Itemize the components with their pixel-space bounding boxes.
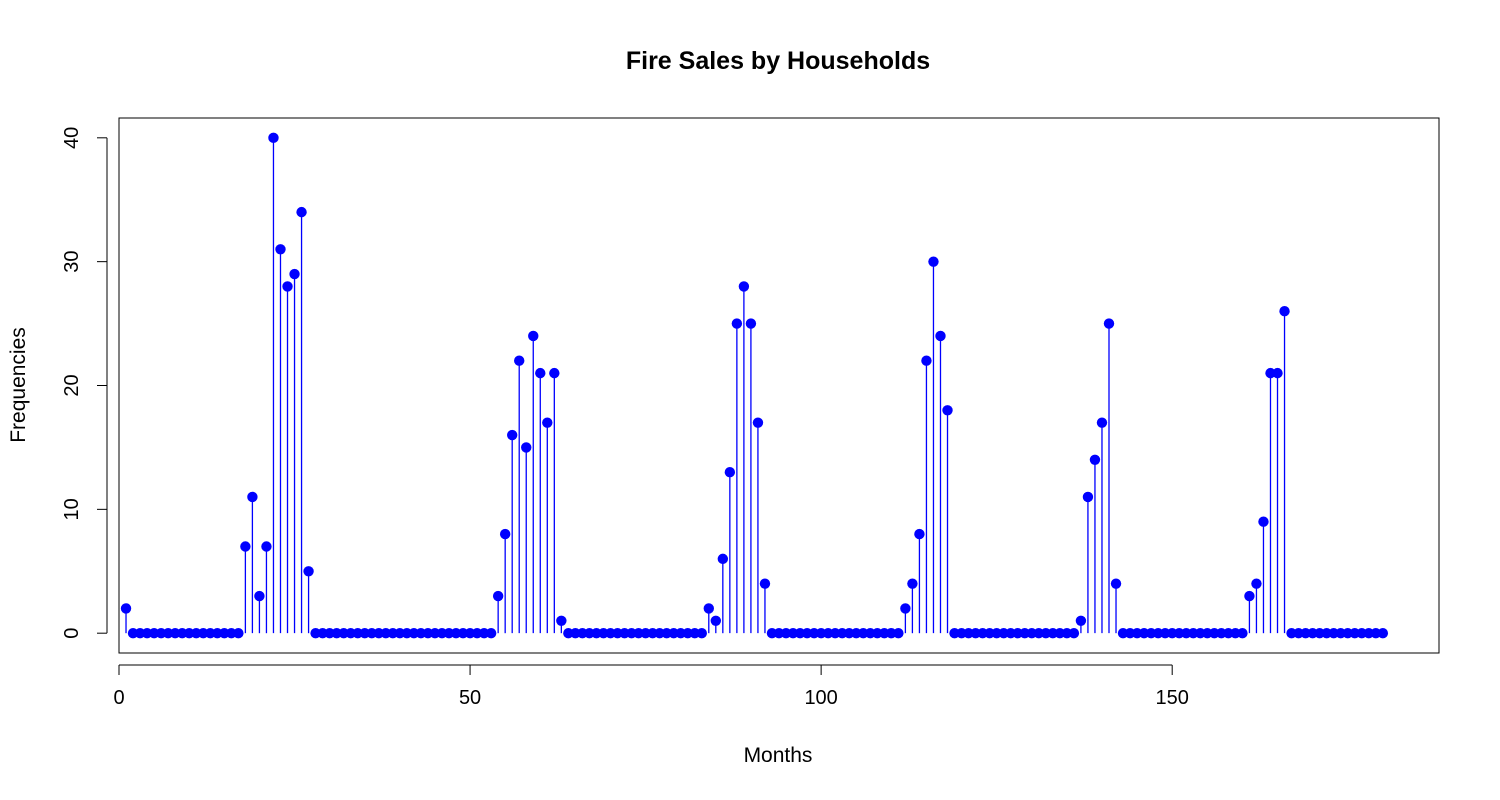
data-point [1082, 491, 1094, 503]
data-point [233, 627, 244, 639]
y-tick-label: 20 [61, 374, 83, 396]
data-point [921, 355, 932, 366]
y-axis: 0 10 20 30 40 [61, 127, 108, 639]
chart-title: Fire Sales by Households [626, 47, 930, 75]
data-point [254, 590, 265, 602]
data-point [506, 429, 518, 441]
data-point [710, 615, 722, 627]
y-tick-label: 10 [61, 498, 83, 520]
data-point [1075, 615, 1087, 627]
data-point [1251, 578, 1262, 589]
data-point [1237, 627, 1248, 639]
data-point [1258, 516, 1269, 527]
x-axis: 0 50 100 150 [113, 664, 1189, 709]
data-point [275, 244, 286, 255]
data-point [1068, 627, 1080, 639]
data-point [703, 603, 714, 614]
data-point [542, 417, 553, 428]
data-point [521, 442, 532, 453]
data-point [745, 318, 757, 329]
x-tick-label: 150 [1156, 687, 1189, 709]
data-point [731, 318, 743, 329]
data-point [752, 417, 764, 428]
data-point [893, 627, 904, 639]
data-point [1110, 578, 1122, 589]
data-point [240, 541, 251, 552]
data-point [514, 355, 525, 366]
data-point [738, 281, 750, 292]
y-axis-label: Frequencies [7, 327, 30, 443]
data-point [1272, 367, 1283, 379]
data-point [900, 603, 911, 614]
x-tick-label: 50 [459, 687, 481, 709]
data-point [549, 367, 560, 379]
data-point [907, 578, 918, 589]
data-point [942, 405, 953, 416]
data-point [485, 627, 497, 639]
data-point [724, 466, 736, 478]
x-tick-label: 100 [804, 687, 837, 709]
data-point [303, 566, 314, 577]
data-point [268, 132, 279, 144]
data-point [1096, 417, 1108, 428]
data-point [1103, 318, 1115, 329]
data-point [1244, 590, 1255, 602]
data-point [247, 491, 258, 503]
data-point [499, 528, 511, 540]
data-point [1089, 454, 1101, 466]
data-point [1279, 305, 1290, 317]
data-point [928, 256, 939, 267]
data-point [1377, 627, 1389, 639]
data-point [492, 590, 504, 602]
data-point [282, 281, 293, 292]
x-tick-label: 0 [113, 687, 124, 709]
data-point [120, 603, 132, 614]
data-point [556, 615, 567, 627]
data-point [696, 627, 707, 639]
data-point [935, 330, 946, 342]
x-axis-label: Months [744, 744, 813, 767]
data-point [296, 206, 307, 218]
y-tick-label: 30 [61, 251, 83, 273]
data-point [289, 268, 300, 280]
data-point [528, 330, 539, 342]
data-point [914, 528, 925, 540]
y-tick-label: 40 [61, 127, 83, 149]
data-point [717, 553, 729, 565]
data-point [535, 367, 546, 379]
data-point [261, 541, 272, 552]
plot-frame [118, 117, 1440, 654]
data-point [759, 578, 771, 589]
points-layer [120, 132, 1389, 639]
y-tick-label: 0 [61, 628, 83, 639]
